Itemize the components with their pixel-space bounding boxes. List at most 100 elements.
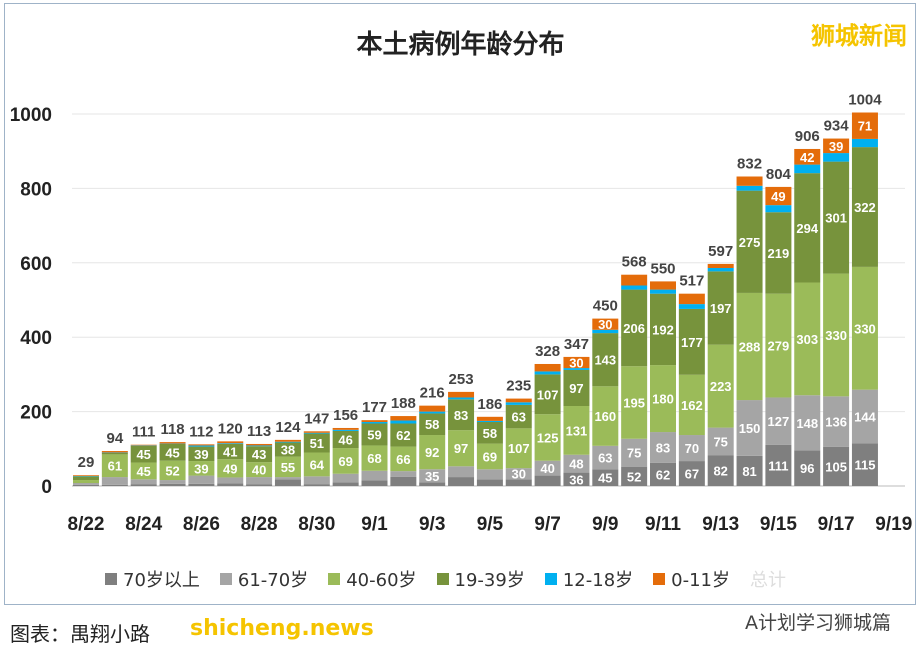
segment-label: 52 bbox=[627, 469, 641, 484]
bar-segment bbox=[678, 308, 705, 375]
x-tick-label: 8/30 bbox=[298, 514, 335, 535]
bar-segment bbox=[476, 469, 503, 480]
total-label: 235 bbox=[506, 378, 531, 395]
segment-label: 92 bbox=[425, 445, 439, 460]
bar-segment bbox=[621, 438, 648, 467]
bar-segment bbox=[707, 455, 734, 486]
bar-segment bbox=[823, 161, 850, 274]
segment-label: 62 bbox=[396, 428, 410, 443]
segment-label: 107 bbox=[508, 441, 530, 456]
segment-label: 75 bbox=[627, 446, 641, 461]
total-label: 347 bbox=[564, 336, 589, 353]
x-tick-label: 9/19 bbox=[875, 514, 912, 535]
segment-label: 38 bbox=[281, 443, 295, 458]
segment-label: 42 bbox=[800, 150, 814, 165]
bar-segment bbox=[794, 450, 821, 486]
segment-label: 43 bbox=[252, 447, 266, 462]
bar-segment bbox=[707, 271, 734, 345]
bar-segment bbox=[274, 439, 301, 442]
segment-label: 330 bbox=[854, 321, 876, 336]
x-tick-label: 9/1 bbox=[361, 514, 388, 535]
segment-label: 105 bbox=[825, 459, 847, 474]
segment-label: 115 bbox=[854, 458, 875, 473]
total-label: 253 bbox=[449, 371, 474, 388]
bar-segment bbox=[851, 266, 878, 390]
bar-segment bbox=[448, 391, 475, 398]
total-label: 120 bbox=[218, 420, 243, 437]
legend-swatch bbox=[328, 573, 341, 585]
chart-title: 本土病例年龄分布 bbox=[356, 30, 565, 60]
segment-label: 45 bbox=[598, 471, 612, 486]
segment-label: 69 bbox=[483, 449, 497, 464]
bar-segment bbox=[765, 293, 792, 398]
total-label: 94 bbox=[107, 430, 124, 447]
segment-label: 136 bbox=[825, 415, 847, 430]
segment-label: 148 bbox=[796, 416, 818, 431]
legend-label: 61-70岁 bbox=[237, 570, 309, 591]
bar-segment bbox=[765, 212, 792, 294]
bar-segment bbox=[246, 484, 273, 486]
bar-segment bbox=[73, 476, 99, 481]
segment-label: 111 bbox=[768, 458, 788, 473]
bar-segment bbox=[678, 435, 705, 462]
total-label: 1004 bbox=[848, 92, 882, 109]
bar-segment bbox=[101, 484, 128, 486]
bar-segment bbox=[476, 443, 503, 470]
bar-segment bbox=[390, 420, 417, 424]
segment-label: 127 bbox=[768, 414, 790, 429]
segment-label: 45 bbox=[136, 447, 150, 462]
segment-label: 177 bbox=[681, 335, 703, 350]
bar-segment bbox=[390, 416, 417, 421]
bar-segment bbox=[130, 445, 157, 463]
x-tick-label: 9/5 bbox=[477, 514, 504, 535]
bar-segment bbox=[130, 462, 157, 480]
segment-label: 83 bbox=[454, 408, 468, 423]
bar-segment bbox=[274, 479, 301, 486]
bar-segment bbox=[274, 442, 301, 457]
bar-segment bbox=[419, 435, 446, 470]
bar-segment bbox=[505, 404, 532, 429]
total-label: 550 bbox=[650, 260, 675, 277]
bar-segment bbox=[332, 427, 359, 430]
bar-segment bbox=[476, 420, 503, 423]
bar-segment bbox=[823, 396, 850, 447]
y-tick-label: 400 bbox=[20, 328, 52, 349]
legend-item: 0-11岁 bbox=[653, 566, 730, 592]
total-label: 216 bbox=[420, 385, 445, 402]
bar-segment bbox=[274, 441, 301, 443]
total-label: 188 bbox=[391, 395, 416, 412]
bar-segment bbox=[678, 461, 705, 486]
segment-label: 322 bbox=[854, 200, 876, 215]
bar-segment bbox=[448, 430, 475, 467]
segment-label: 41 bbox=[223, 445, 237, 460]
bar-segment bbox=[73, 475, 99, 476]
bar-segment bbox=[73, 483, 99, 485]
y-tick-label: 600 bbox=[20, 254, 52, 275]
bar-segment bbox=[101, 452, 128, 455]
bar-segment bbox=[361, 445, 388, 471]
total-label: 934 bbox=[824, 118, 850, 135]
bar-segment bbox=[188, 461, 215, 476]
segment-label: 45 bbox=[165, 445, 179, 460]
x-tick-label: 9/11 bbox=[645, 514, 681, 535]
bar-segment bbox=[130, 479, 157, 485]
bar-segment bbox=[217, 483, 244, 486]
bar-segment bbox=[274, 477, 301, 480]
legend-item: 61-70岁 bbox=[219, 566, 309, 592]
segment-label: 131 bbox=[566, 423, 588, 438]
bar-segment bbox=[736, 292, 763, 401]
segment-label: 144 bbox=[854, 409, 876, 424]
total-label: 147 bbox=[304, 410, 329, 427]
legend-label: 40-60岁 bbox=[346, 570, 417, 591]
segment-label: 63 bbox=[598, 451, 612, 466]
account-name: A计划学习狮城篇 bbox=[745, 612, 891, 634]
bar-segment bbox=[188, 475, 215, 484]
segment-label: 40 bbox=[540, 461, 554, 476]
segment-label: 162 bbox=[681, 398, 703, 413]
bar-segment bbox=[736, 185, 763, 191]
x-tick-label: 9/15 bbox=[760, 514, 797, 535]
segment-label: 36 bbox=[569, 472, 583, 487]
bar-segment bbox=[851, 138, 878, 148]
bar-segment bbox=[188, 445, 215, 447]
